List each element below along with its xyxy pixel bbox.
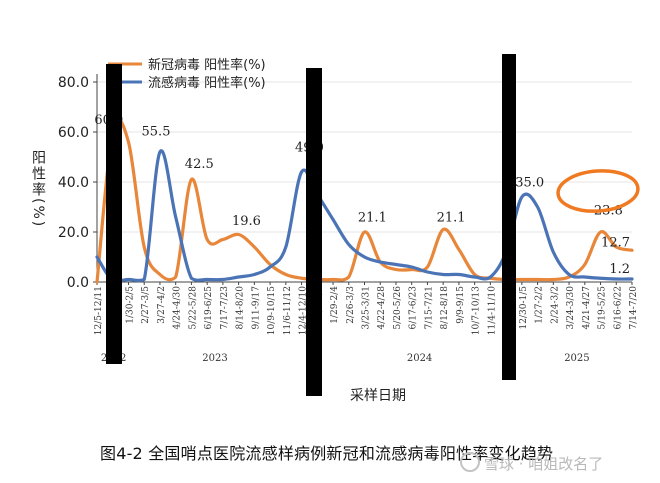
figure-caption: 图4-2 全国哨点医院流感样病例新冠和流感病毒阳性率变化趋势 (100, 444, 554, 463)
x-tick-label: 5/22-5/28 (188, 286, 198, 330)
legend-label: 新冠病毒 阳性率(%) (148, 57, 266, 73)
year-label: 2024 (407, 353, 432, 364)
x-tick-label: 1/30-2/5 (125, 286, 135, 324)
flu-positivity-line (95, 149, 634, 283)
x-axis-title: 采样日期 (350, 388, 406, 404)
y-axis-label: 阳性率(%) (30, 150, 46, 228)
x-tick-label: 9/9-9/15 (456, 286, 466, 324)
x-tick-label: 3/24-3/30 (566, 286, 576, 330)
legend-label: 流感病毒 阳性率(%) (148, 75, 266, 91)
data-label: 1.2 (609, 262, 630, 277)
x-tick-label: 3/25-3/31 (362, 286, 372, 329)
x-tick-label: 12/5-12/11 (94, 286, 104, 335)
data-label: 19.6 (232, 214, 261, 229)
x-tick-label: 6/16-6/22 (613, 286, 623, 329)
x-tick-label: 10/7-10/13 (472, 286, 482, 335)
x-tick-label: 9/11-9/17 (251, 286, 261, 330)
x-tick-label: 6/19-6/25 (204, 286, 214, 330)
data-label: 55.5 (142, 124, 171, 139)
x-tick-label: 11/4-11/10 (487, 286, 497, 335)
watermark-text: 雪球 · 咱姐改名了 (484, 455, 604, 473)
x-tick-label: 1/29-2/4 (330, 286, 340, 324)
redaction-bar (306, 68, 322, 396)
x-tick-label: 12/30-1/5 (519, 286, 529, 330)
x-tick-label: 2/24-3/2 (550, 286, 560, 324)
x-tick-label: 7/15-7/21 (424, 286, 434, 329)
x-tick-label: 2/26-3/3 (346, 286, 356, 324)
x-tick-label: 5/20-5/26 (393, 286, 403, 330)
x-tick-label: 12/4-12/10 (299, 286, 309, 335)
x-tick-label: 6/17-6/23 (409, 286, 419, 330)
x-tick-label: 11/6-11/12 (283, 286, 293, 335)
x-tick-label: 3/27-4/2 (157, 286, 167, 324)
x-tick-label: 7/14-7/20 (629, 286, 639, 330)
y-tick-label: 40.0 (58, 175, 89, 191)
y-tick-label: 60.0 (58, 125, 89, 141)
x-tick-label: 10/9-10/15 (267, 286, 277, 335)
y-tick-label: 0.0 (67, 275, 89, 291)
year-label: 2025 (564, 353, 589, 364)
data-label: 35.0 (515, 176, 544, 191)
y-tick-label: 20.0 (58, 225, 89, 241)
x-tick-label: 7/17-7/23 (220, 286, 230, 330)
x-tick-label: 4/24-4/30 (173, 286, 183, 330)
x-tick-label: 5/19-5/25 (598, 286, 608, 330)
x-tick-label: 8/14-8/20 (236, 286, 246, 330)
redaction-bar (502, 54, 516, 380)
x-tick-label: 8/12-8/18 (440, 286, 450, 330)
data-label: 42.5 (185, 157, 214, 172)
data-label: 12.7 (601, 235, 630, 250)
highlight-circle (556, 169, 640, 213)
watermark: 雪球 · 咱姐改名了 (460, 452, 603, 474)
year-label: 2023 (202, 353, 227, 364)
y-tick-label: 80.0 (58, 75, 89, 91)
covid-positivity-line (95, 118, 634, 284)
x-tick-label: 4/22-4/28 (377, 286, 387, 330)
x-tick-label: 4/21-4/27 (582, 286, 592, 330)
x-tick-label: 2/27-3/5 (141, 286, 151, 324)
x-tick-label: 1/27-2/2 (535, 286, 545, 324)
data-label: 21.1 (358, 210, 387, 225)
snowball-logo-icon (460, 452, 480, 472)
data-label: 21.1 (437, 210, 466, 225)
redaction-bar (106, 64, 122, 364)
